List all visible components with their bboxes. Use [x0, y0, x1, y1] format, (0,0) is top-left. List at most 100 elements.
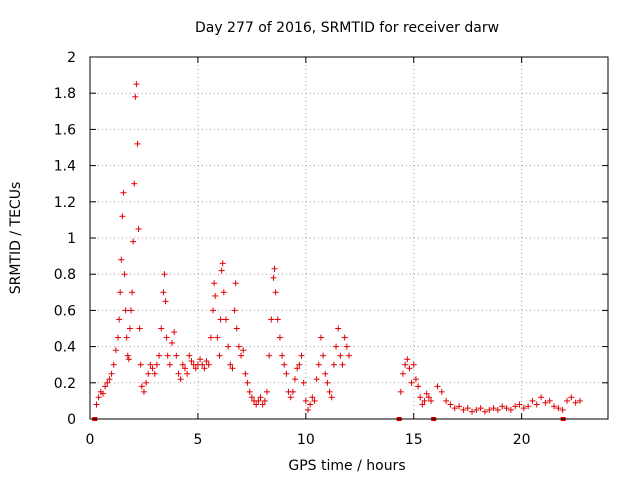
- data-point: [147, 361, 154, 368]
- points-layer: [93, 81, 583, 415]
- data-point: [499, 403, 506, 410]
- data-point: [283, 370, 290, 377]
- data-point: [292, 376, 299, 383]
- data-point: [161, 271, 168, 278]
- data-point: [324, 379, 331, 386]
- data-point: [95, 394, 102, 401]
- data-point: [115, 334, 122, 341]
- data-point: [244, 379, 251, 386]
- data-point: [140, 388, 147, 395]
- data-point: [235, 343, 242, 350]
- data-point: [266, 352, 273, 359]
- data-point: [214, 334, 221, 341]
- data-point: [346, 352, 352, 359]
- data-point: [271, 265, 278, 272]
- data-point: [210, 307, 217, 314]
- data-point: [572, 399, 579, 406]
- data-point: [447, 401, 454, 408]
- data-point: [120, 189, 127, 196]
- y-tick-label: 1.2: [54, 195, 76, 211]
- data-point: [399, 370, 406, 377]
- data-point: [443, 397, 450, 404]
- data-point: [216, 352, 223, 359]
- data-point: [225, 343, 232, 350]
- data-point: [184, 370, 191, 377]
- y-tick-label: 1: [67, 231, 76, 247]
- data-point: [335, 325, 342, 332]
- data-point: [559, 406, 566, 413]
- data-point: [179, 361, 186, 368]
- data-point: [402, 361, 409, 368]
- x-tick-label: 5: [193, 432, 202, 448]
- data-point: [313, 376, 320, 383]
- x-tick-label: 15: [405, 432, 423, 448]
- data-point: [108, 370, 115, 377]
- data-point: [222, 316, 229, 323]
- y-tick-label: 1.4: [54, 159, 76, 175]
- data-point: [126, 325, 133, 332]
- data-point: [304, 406, 311, 413]
- data-point: [274, 316, 281, 323]
- data-point: [137, 361, 144, 368]
- data-point: [177, 376, 184, 383]
- data-point: [131, 180, 138, 187]
- data-point: [160, 289, 167, 296]
- data-point: [99, 390, 106, 397]
- y-tick-label: 1.6: [54, 122, 76, 138]
- data-point: [423, 390, 430, 397]
- data-point: [129, 289, 136, 296]
- data-point: [486, 406, 493, 413]
- data-point: [240, 347, 247, 354]
- data-point: [181, 365, 188, 372]
- data-point: [166, 361, 173, 368]
- data-point: [322, 370, 329, 377]
- data-point: [408, 379, 415, 386]
- data-point: [135, 225, 142, 232]
- data-point: [138, 383, 145, 390]
- data-point: [205, 361, 212, 368]
- data-point: [227, 361, 234, 368]
- data-point: [298, 352, 305, 359]
- data-point: [555, 405, 562, 412]
- y-axis-title: SRMTID / TECUs: [8, 182, 24, 295]
- data-point: [162, 298, 169, 305]
- data-point: [417, 394, 424, 401]
- data-point: [576, 397, 583, 404]
- data-point: [149, 365, 156, 372]
- y-tick-label: 1.8: [54, 86, 76, 102]
- x-tick-label: 10: [297, 432, 315, 448]
- data-point: [128, 307, 135, 314]
- data-point: [287, 394, 294, 401]
- data-point: [434, 383, 441, 390]
- data-point: [289, 388, 296, 395]
- data-point: [122, 307, 129, 314]
- data-point: [117, 289, 124, 296]
- data-point: [309, 394, 316, 401]
- data-point: [169, 339, 176, 346]
- data-point: [164, 352, 171, 359]
- data-point: [296, 361, 303, 368]
- data-point: [175, 370, 182, 377]
- data-point: [421, 397, 428, 404]
- data-point: [153, 361, 160, 368]
- data-point: [404, 356, 411, 363]
- data-point: [253, 401, 260, 408]
- data-point: [538, 394, 545, 401]
- data-point: [300, 379, 307, 386]
- data-point: [568, 394, 575, 401]
- data-point: [529, 397, 536, 404]
- data-point: [337, 352, 344, 359]
- data-point: [217, 316, 224, 323]
- data-point: [525, 403, 532, 410]
- data-point: [259, 401, 266, 408]
- data-point: [156, 352, 163, 359]
- data-point: [419, 401, 426, 408]
- data-point: [279, 352, 286, 359]
- data-point: [132, 93, 139, 100]
- x-axis-title: GPS time / hours: [288, 458, 405, 474]
- data-point: [533, 401, 540, 408]
- data-point: [438, 388, 445, 395]
- grid-layer: [90, 57, 608, 419]
- data-point: [507, 406, 514, 413]
